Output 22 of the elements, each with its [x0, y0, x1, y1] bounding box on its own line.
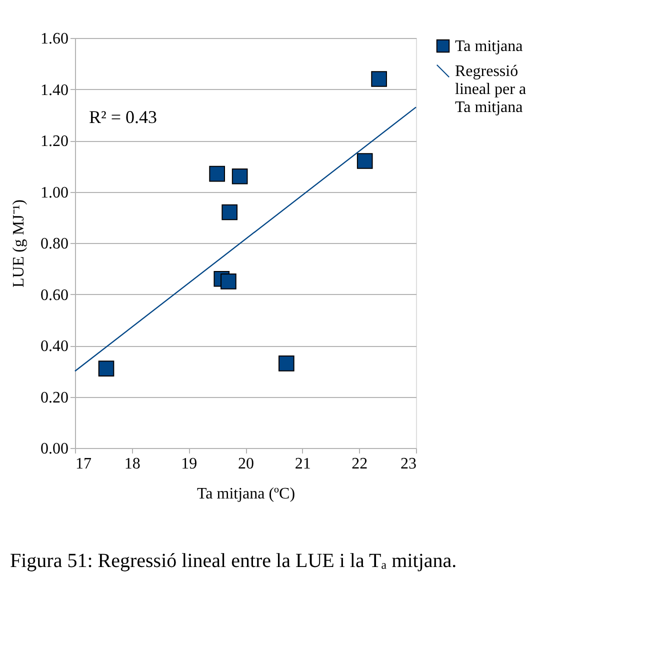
x-tick-label: 21 [294, 456, 311, 472]
y-tick-label: 0.60 [40, 286, 68, 304]
annotation: R² = 0.43 [89, 107, 158, 127]
y-tick-label: 0.80 [40, 236, 68, 252]
legend-label: Regressió lineal per a Ta mitjana [455, 63, 526, 116]
x-axis-title: Ta mitjana (ºC) [196, 486, 296, 502]
y-tick-label: 0.00 [40, 440, 68, 458]
y-axis-title: LUE (g MJ⁻¹) [10, 199, 28, 288]
text: Figura 51: Regressió lineal entre la LUE i la Tₐ mitjana. [10, 550, 457, 572]
legend-label: Ta mitjana [455, 38, 523, 55]
x-tick-label: 18 [124, 456, 140, 472]
x-tick-label: 23 [400, 456, 416, 472]
y-tick-label: 0.20 [40, 389, 68, 406]
y-tick-label: 0.40 [40, 338, 68, 355]
y-tick-label: 1.00 [40, 184, 68, 202]
y-tick-label: 1.40 [40, 82, 68, 99]
x-tick-label: 22 [352, 456, 368, 472]
x-tick-label: 17 [76, 456, 92, 472]
y-tick-label: 1.60 [40, 30, 68, 48]
x-tick-label: 20 [238, 456, 254, 472]
x-tick-label: 19 [181, 456, 198, 472]
y-tick-label: 1.20 [40, 133, 68, 150]
